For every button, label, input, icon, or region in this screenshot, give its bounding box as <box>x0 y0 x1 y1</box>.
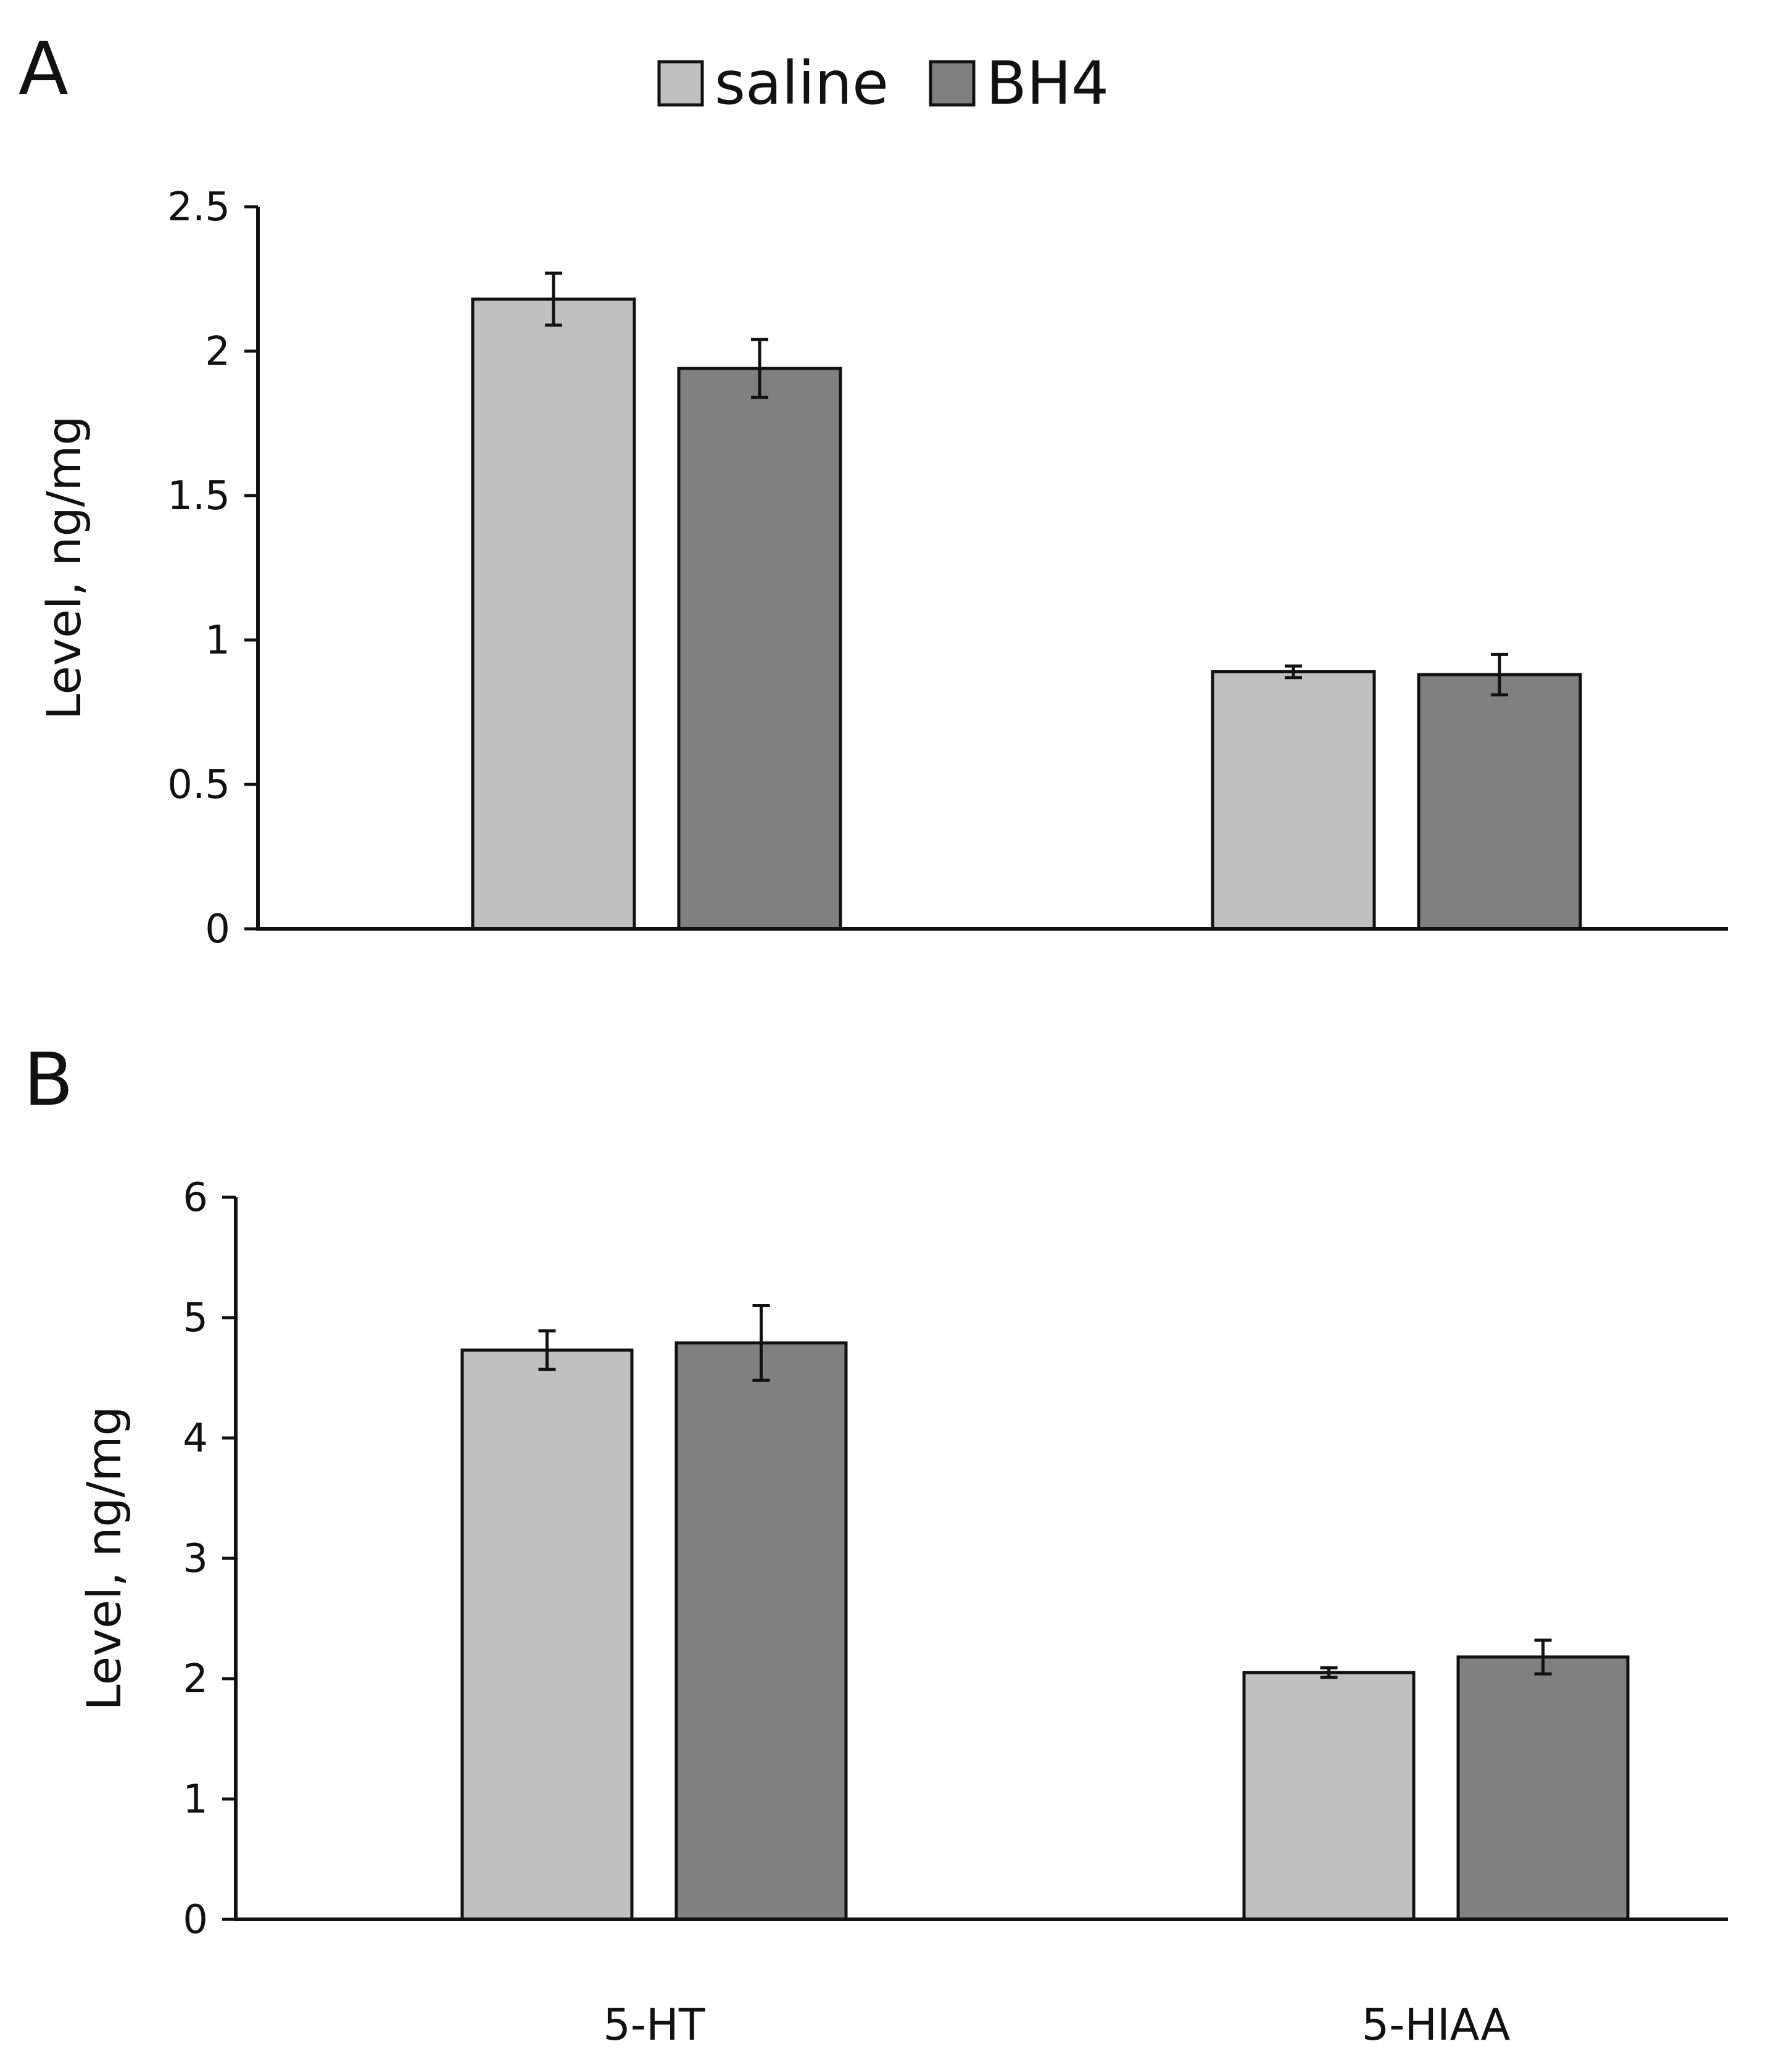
error-bar-bh4-5-hiaa <box>1491 652 1508 697</box>
y-tick-label: 1 <box>183 1777 208 1822</box>
legend-swatch-saline <box>657 60 704 107</box>
y-axis-title: Level, ng/mg <box>36 415 91 720</box>
legend: saline BH4 <box>657 49 1109 118</box>
bar-bh4-5-hiaa <box>1417 673 1582 931</box>
y-tick-label: 2.5 <box>167 185 230 230</box>
bar-saline-5-ht <box>471 297 636 931</box>
y-tick-label: 0 <box>183 1897 208 1943</box>
error-bar-bh4-5-ht <box>752 1304 770 1382</box>
chart-panel-a: A 0 0.5 1 1.5 2 2.5 Level, ng/mg <box>19 26 1728 952</box>
error-bar-bh4-5-ht <box>751 338 768 399</box>
category-label-5-hiaa: 5-HIAA <box>1362 2000 1511 2050</box>
error-bar-saline-5-ht <box>545 272 562 327</box>
y-tick-label: 1 <box>205 618 230 663</box>
error-bar-saline-5-hiaa <box>1320 1666 1338 1679</box>
bar-bh4-5-ht <box>677 367 842 931</box>
chart-panel-b: B 0 1 2 3 4 5 6 5-HT 5-HIAA Level, ng/mg <box>23 1037 1728 2050</box>
legend-label-bh4: BH4 <box>986 49 1109 118</box>
y-tick-label: 0.5 <box>167 762 230 808</box>
y-tick-label: 0 <box>205 907 230 952</box>
error-bar-saline-5-hiaa <box>1285 664 1302 679</box>
bar-saline-5-hiaa <box>1211 670 1376 931</box>
legend-swatch-bh4 <box>929 60 976 107</box>
y-tick-label: 6 <box>183 1175 208 1221</box>
y-tick-label: 4 <box>183 1416 208 1461</box>
error-bar-bh4-5-hiaa <box>1534 1639 1552 1676</box>
y-tick-label: 1.5 <box>167 473 230 519</box>
legend-label-saline: saline <box>715 49 889 118</box>
error-bar-saline-5-ht <box>538 1329 556 1371</box>
bar-bh4-5-hiaa <box>1456 1655 1630 1921</box>
y-axis-title: Level, ng/mg <box>77 1406 131 1710</box>
bar-bh4-5-ht <box>674 1341 848 1921</box>
bar-saline-5-hiaa <box>1242 1671 1416 1921</box>
bar-saline-5-ht <box>460 1348 634 1921</box>
y-tick-label: 3 <box>183 1536 208 1582</box>
y-tick-label: 5 <box>183 1295 208 1341</box>
y-tick-label: 2 <box>183 1656 208 1702</box>
category-label-5-ht: 5-HT <box>603 2000 705 2050</box>
panel-label: A <box>19 26 68 111</box>
panel-label: B <box>23 1037 73 1122</box>
y-tick-label: 2 <box>205 329 230 375</box>
